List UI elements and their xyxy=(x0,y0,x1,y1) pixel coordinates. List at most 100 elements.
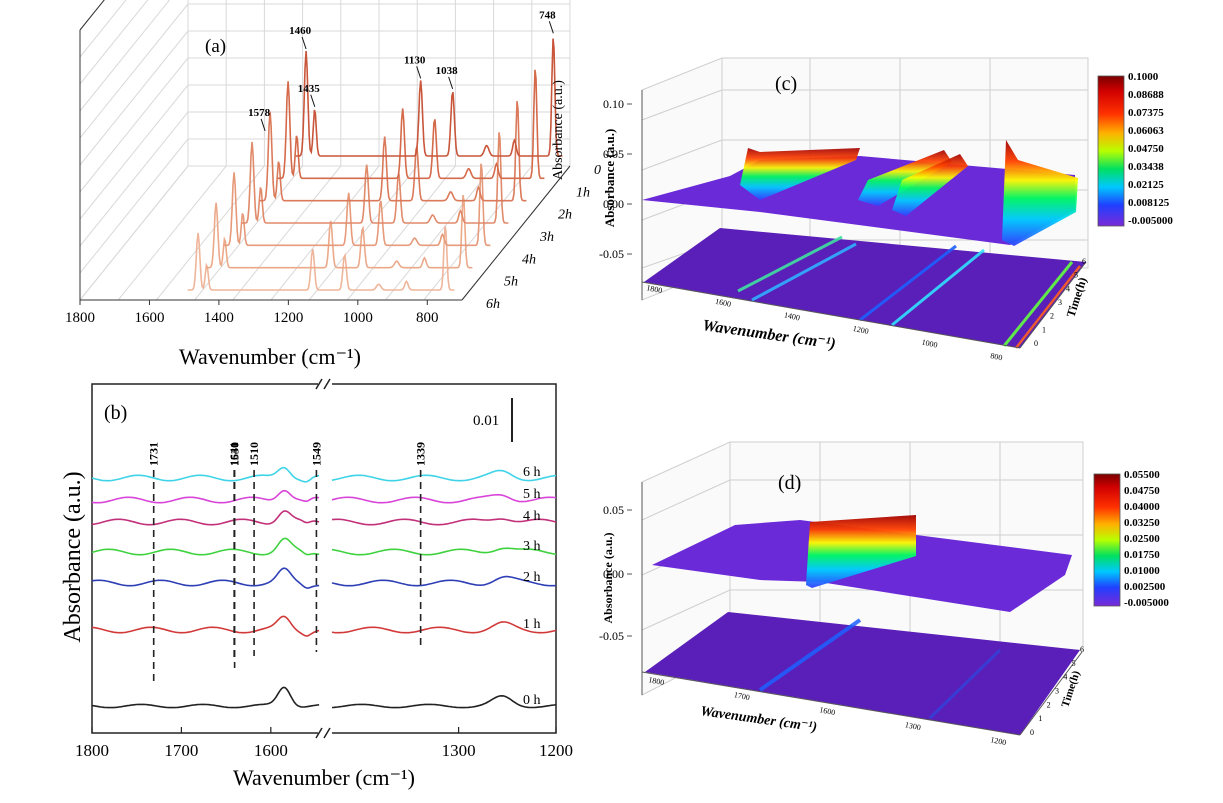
panel-b-label: (b) xyxy=(104,402,127,424)
t-tick-label: 2 xyxy=(1047,700,1051,709)
marker-label: 1731 xyxy=(147,442,161,466)
x-tick-label: 1600 xyxy=(254,741,288,760)
x-tick-label: 1800 xyxy=(646,283,664,295)
t-tick-label: 1 xyxy=(1042,325,1046,334)
panel-d-heatmap-floor xyxy=(645,612,1080,735)
z-tick-label: 0.00 xyxy=(603,567,624,581)
panel-a-ylabel: Absorbance (a.u.) xyxy=(551,80,566,180)
peak-arrow xyxy=(301,36,307,50)
series-line xyxy=(331,469,557,482)
colorbar-tick-label: 0.04750 xyxy=(1128,143,1164,155)
colorbar-tick-label: 0.01000 xyxy=(1124,565,1160,577)
time-label: 1h xyxy=(576,185,590,200)
peak-arrow xyxy=(448,76,454,90)
colorbar-tick-label: 0.01750 xyxy=(1124,549,1160,561)
peak-label: 748 xyxy=(539,9,556,21)
peak-label: 1578 xyxy=(248,107,271,119)
series-label: 4 h xyxy=(523,509,541,524)
x-tick-label: 800 xyxy=(990,351,1004,362)
series-line xyxy=(91,567,320,589)
x-tick-label: 1200 xyxy=(273,310,303,326)
panel-c-xlabel: Wavenumber (cm⁻¹) xyxy=(701,317,836,353)
panel-d-xlabel: Wavenumber (cm⁻¹) xyxy=(699,704,817,735)
series-line xyxy=(331,518,557,526)
panel-d-ylabel: Absorbance (a.u.) xyxy=(601,532,615,623)
colorbar-tick-label: 0.008125 xyxy=(1128,197,1170,209)
panel-d: 0.05 0.00 -0.05 1800 1700 1600 1300 1200 01234… xyxy=(599,441,1169,747)
t-tick-label: 6 xyxy=(1082,257,1086,266)
z-tick-label: -0.05 xyxy=(599,629,624,643)
series-line xyxy=(91,686,320,709)
t-tick-label: 5 xyxy=(1072,659,1076,668)
x-tick-label: 1400 xyxy=(204,310,234,326)
spectrum-line xyxy=(277,69,545,180)
spectrum-line xyxy=(259,101,527,202)
colorbar-tick-label: 0.05500 xyxy=(1124,469,1160,481)
x-tick-label: 1200 xyxy=(539,741,573,760)
t-tick-label: 4 xyxy=(1063,673,1067,682)
marker-label: 1641 xyxy=(227,442,241,466)
marker-label: 1339 xyxy=(414,442,428,466)
colorbar-tick-label: 0.04750 xyxy=(1124,485,1160,497)
colorbar-tick-label: 0.03250 xyxy=(1124,517,1160,529)
panel-c-colorbar xyxy=(1097,75,1125,227)
series-label: 5 h xyxy=(523,487,541,502)
x-tick-label: 1800 xyxy=(75,741,109,760)
colorbar-tick-label: 0.03438 xyxy=(1128,161,1164,173)
x-tick-label: 1000 xyxy=(921,338,939,350)
colorbar-tick-label: 0.002500 xyxy=(1124,581,1166,593)
peak-arrow xyxy=(416,66,422,79)
axis-break-mark xyxy=(315,727,331,739)
series-label: 2 h xyxy=(523,570,541,585)
series-line xyxy=(331,575,557,587)
series-line xyxy=(91,489,320,504)
marker-label: 1510 xyxy=(247,442,261,466)
panel-b-frame xyxy=(91,383,557,734)
series-line xyxy=(331,621,557,634)
spectrum-line xyxy=(241,132,509,224)
peak-label: 1038 xyxy=(436,65,459,77)
time-label: 3h xyxy=(539,230,554,245)
t-tick-label: 5 xyxy=(1074,271,1078,280)
peak-label: 1130 xyxy=(404,54,426,66)
panel-b-ylabel: Absorbance (a.u.) xyxy=(60,471,86,642)
panel-d-label: (d) xyxy=(778,472,801,494)
time-label: 0 xyxy=(594,163,601,178)
panel-a-label: (a) xyxy=(205,36,226,57)
x-tick-label: 1300 xyxy=(904,720,922,732)
peak-arrow xyxy=(548,21,554,34)
spectrum-line xyxy=(187,226,455,291)
t-tick-label: 4 xyxy=(1066,284,1070,293)
t-tick-label: 1 xyxy=(1038,714,1042,723)
series-line xyxy=(91,510,320,526)
panel-a-xlabel: Wavenumber (cm⁻¹) xyxy=(179,344,361,369)
time-label: 6h xyxy=(486,297,500,312)
x-tick-label: 800 xyxy=(416,310,439,326)
colorbar-tick-label: 0.02125 xyxy=(1128,179,1164,191)
x-tick-label: 1700 xyxy=(164,741,198,760)
series-line xyxy=(331,694,557,709)
x-tick-label: 1600 xyxy=(714,297,732,309)
t-tick-label: 2 xyxy=(1050,312,1054,321)
series-label: 0 h xyxy=(523,693,541,708)
x-tick-label: 1600 xyxy=(819,705,837,717)
x-tick-label: 1700 xyxy=(733,690,751,702)
z-tick-label: 0.00 xyxy=(603,197,624,211)
x-tick-label: 1200 xyxy=(852,324,870,336)
axis-break-mark xyxy=(315,378,331,390)
series-label: 6 h xyxy=(523,465,541,480)
marker-label: 1549 xyxy=(309,442,323,466)
x-tick-label: 1000 xyxy=(343,310,373,326)
time-label: 5h xyxy=(504,275,518,290)
colorbar-tick-label: 0.1000 xyxy=(1128,71,1159,83)
peak-label: 1460 xyxy=(289,25,312,37)
t-tick-label: 6 xyxy=(1080,645,1084,654)
t-tick-label: 3 xyxy=(1055,687,1059,696)
spectrum-line xyxy=(205,194,473,269)
spectrum-line xyxy=(295,38,563,157)
x-tick-label: 1800 xyxy=(65,310,95,326)
z-tick-label: -0.05 xyxy=(599,247,624,261)
series-label: 3 h xyxy=(523,539,541,554)
panel-c-label: (c) xyxy=(775,73,797,95)
